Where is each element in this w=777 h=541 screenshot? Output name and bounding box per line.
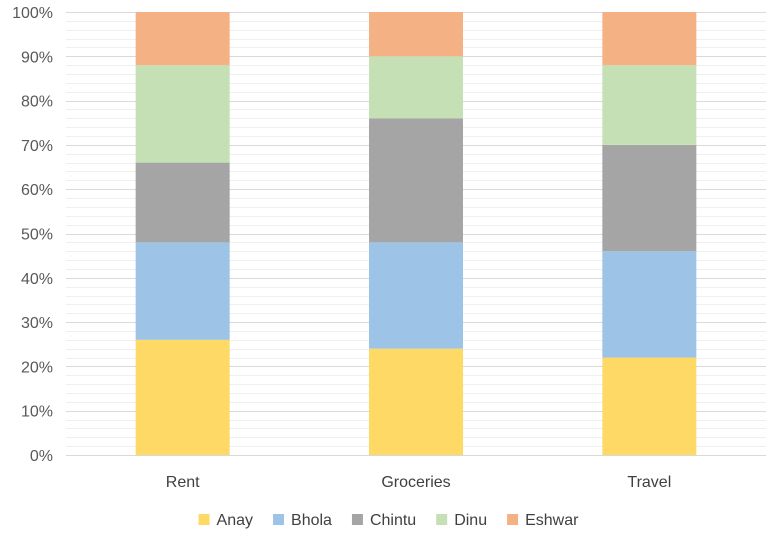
bar-segment-bhola-groceries [369, 242, 463, 349]
y-tick-label: 70% [21, 138, 53, 155]
bar-segment-dinu-rent [135, 65, 230, 163]
x-tick-label: Rent [166, 474, 200, 491]
legend: Anay Bhola Chintu Dinu Eshwar [198, 512, 579, 529]
legend-item-chintu: Chintu [351, 512, 416, 529]
legend-swatch [351, 514, 363, 525]
bar-segment-anay-travel [602, 357, 697, 455]
y-tick-label: 100% [12, 5, 53, 22]
bar-segment-dinu-travel [602, 65, 697, 145]
legend-swatch [198, 514, 210, 525]
y-tick-label: 40% [21, 271, 53, 288]
legend-item-anay: Anay [198, 512, 253, 529]
legend-item-bhola: Bhola [273, 512, 332, 529]
bar-segment-chintu-groceries [369, 118, 463, 243]
bar-segment-bhola-travel [602, 251, 697, 358]
bar-segment-dinu-groceries [369, 56, 463, 119]
bars [135, 12, 697, 455]
bar-segment-anay-groceries [369, 348, 463, 455]
x-tick-label: Groceries [381, 474, 450, 491]
legend-item-eshwar: Eshwar [507, 512, 579, 529]
bar-segment-chintu-travel [602, 144, 697, 252]
x-axis: Rent Groceries Travel [66, 455, 766, 491]
y-tick-label: 30% [21, 315, 53, 332]
legend-swatch [273, 514, 285, 525]
bar-segment-eshwar-groceries [369, 12, 463, 57]
legend-label: Eshwar [525, 512, 579, 529]
y-tick-label: 10% [21, 404, 53, 421]
y-tick-label: 20% [21, 359, 53, 376]
y-tick-label: 50% [21, 227, 53, 244]
bar-segment-eshwar-travel [602, 12, 697, 66]
legend-label: Anay [217, 512, 253, 529]
y-tick-label: 0% [30, 448, 53, 465]
y-tick-label: 90% [21, 49, 53, 66]
legend-label: Dinu [454, 512, 487, 529]
y-tick-label: 80% [21, 94, 53, 111]
bar-segment-bhola-rent [135, 242, 230, 340]
bar-segment-eshwar-rent [135, 12, 230, 66]
bar-segment-anay-rent [135, 339, 230, 455]
x-tick-label: Travel [627, 474, 671, 491]
legend-label: Chintu [370, 512, 416, 529]
legend-swatch [507, 514, 519, 525]
bar-segment-chintu-rent [135, 162, 230, 243]
y-tick-label: 60% [21, 182, 53, 199]
legend-swatch [436, 514, 448, 525]
y-axis: 0% 10% 20% 30% 40% 50% 60% 70% 80% 90% 100% [12, 5, 53, 465]
legend-item-dinu: Dinu [436, 512, 487, 529]
legend-label: Bhola [291, 512, 332, 529]
